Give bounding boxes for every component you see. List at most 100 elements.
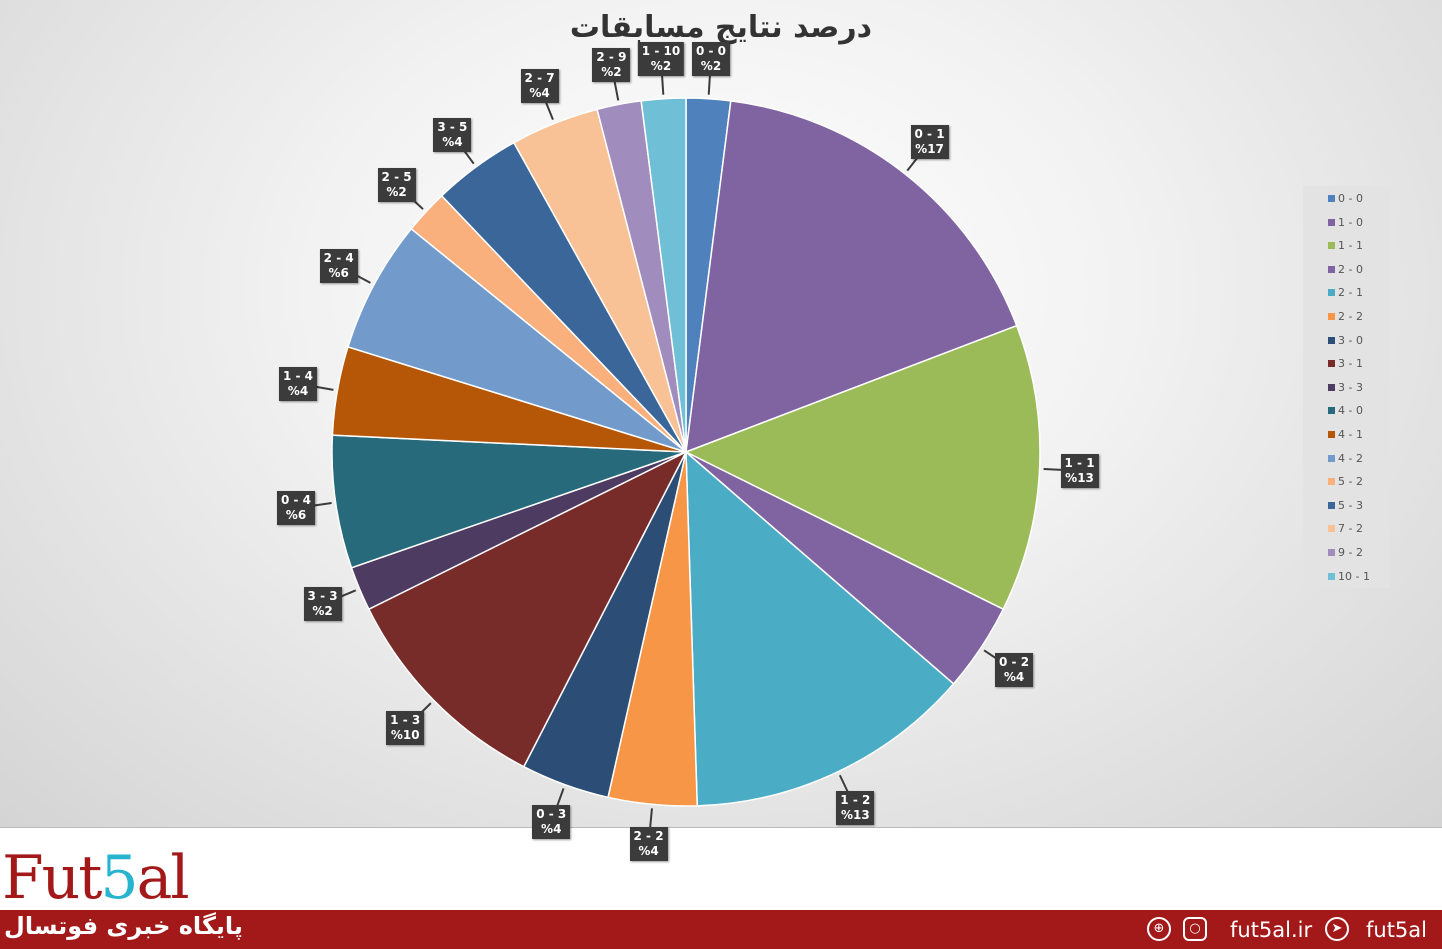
pie-slice-3-1: [367, 450, 688, 768]
legend-swatch: [1328, 431, 1335, 438]
chart-area: درصد نتایج مسابقات 0 - 0 %2 0 - 1 %17 1 - 1%…: [0, 0, 1442, 862]
legend-swatch: [1328, 265, 1335, 273]
leader-line: [649, 808, 653, 827]
legend-label: 10 - 1: [1338, 569, 1370, 583]
data-label-category: 3 - 3: [307, 589, 338, 604]
legend-label: 0 - 0: [1338, 192, 1363, 205]
data-label-category: 1 - 10: [641, 43, 681, 58]
legend-label: 3 - 3: [1338, 380, 1363, 394]
legend-item: 3 - 0: [1328, 334, 1363, 347]
legend-label: 2 - 0: [1338, 262, 1363, 276]
data-label: 2 - 5 %2: [377, 167, 416, 202]
data-label-value: %10: [390, 728, 420, 743]
data-label: 2 - 2 %4: [629, 827, 668, 862]
data-label-category: 1 - 4: [282, 368, 314, 383]
legend-swatch: [1328, 407, 1335, 415]
legend-label: 2 - 1: [1338, 286, 1363, 300]
data-label-category: 2 - 2: [633, 829, 664, 844]
data-label: 2 - 9 %2: [592, 48, 631, 83]
legend-label: 2 - 2: [1338, 310, 1363, 323]
footer-bar: پایگاه خبری فوتسال ⊕ ○ fut5al.ir ➤ fut5a…: [0, 910, 1442, 949]
legend-swatch: [1328, 572, 1335, 580]
globe-icon: ⊕: [1147, 917, 1171, 941]
pie-slice-10-1: [640, 97, 687, 453]
data-label: 3 - 3 %2: [303, 587, 342, 622]
data-label-value: %13: [1065, 470, 1094, 485]
legend-item: 1 - 1: [1328, 239, 1363, 252]
data-label-category: 0 - 1: [914, 127, 945, 142]
legend-item: 1 - 0: [1328, 216, 1363, 229]
data-label-category: 0 - 3: [536, 807, 567, 822]
data-label-value: %2: [700, 58, 722, 73]
data-label-value: %4: [638, 844, 659, 859]
data-label: 1 - 10 %2: [637, 41, 685, 76]
telegram-icon: ➤: [1325, 917, 1349, 941]
legend-item: 0 - 0: [1328, 192, 1363, 205]
legend-swatch: [1328, 454, 1335, 462]
instagram-icon: ○: [1183, 917, 1207, 941]
legend-label: 9 - 2: [1338, 546, 1363, 559]
data-label-value: %4: [541, 822, 562, 837]
legend-swatch: [1328, 478, 1335, 486]
legend-label: 5 - 3: [1338, 498, 1363, 512]
legend-swatch: [1328, 525, 1335, 533]
data-label-value: %2: [650, 58, 672, 73]
data-label-value: %4: [529, 86, 550, 101]
legend-swatch: [1328, 195, 1335, 202]
legend-item: 2 - 2: [1328, 310, 1363, 323]
data-label-value: %17: [915, 142, 944, 157]
legend-item: 5 - 3: [1328, 499, 1363, 512]
data-label: 3 - 5 %4: [433, 117, 472, 152]
data-label-value: %6: [328, 265, 349, 280]
legend-swatch: [1328, 313, 1335, 320]
data-label: 0 - 3 %4: [532, 805, 571, 840]
legend-label: 3 - 0: [1338, 333, 1363, 347]
pie-chart: [295, 58, 1080, 827]
legend-item: 3 - 3: [1328, 381, 1363, 394]
data-label: 0 - 0 %2: [691, 41, 731, 76]
legend-swatch: [1328, 383, 1335, 391]
legend: 0 - 0 1 - 0 1 - 1 2 - 0 2 - 1 2 - 2 3 - 0 3 - 1…: [1303, 186, 1390, 588]
legend-item: 2 - 1: [1328, 286, 1363, 299]
data-label-category: 1 - 3: [390, 713, 421, 728]
fut5al-logo: Fut5al: [2, 843, 190, 913]
legend-label: 4 - 2: [1338, 451, 1363, 465]
legend-item: 5 - 2: [1328, 475, 1363, 488]
data-label: 1 - 2 %13: [836, 790, 875, 825]
data-label: 0 - 1 %17: [910, 125, 949, 160]
legend-item: 4 - 2: [1328, 452, 1363, 465]
legend-item: 7 - 2: [1328, 522, 1363, 535]
data-label-category: 0 - 4: [280, 493, 312, 508]
pie-slice-2-1: [685, 450, 955, 807]
data-label: 0 - 2 %4: [995, 653, 1034, 688]
legend-swatch: [1328, 218, 1335, 226]
legend-swatch: [1328, 336, 1335, 344]
data-label-value: %2: [601, 65, 622, 80]
data-label-value: %4: [287, 383, 309, 398]
data-label-category: 0 - 0: [695, 43, 727, 58]
data-label: 1 - 4 %4: [278, 366, 318, 401]
legend-swatch: [1328, 549, 1335, 556]
pie-slice-4-0: [331, 434, 687, 569]
legend-swatch: [1328, 289, 1335, 297]
pie-slice-1-0: [685, 100, 1018, 454]
legend-label: 5 - 2: [1338, 475, 1363, 489]
data-label-value: %6: [285, 508, 307, 523]
footer-tagline: پایگاه خبری فوتسال: [4, 912, 243, 940]
legend-label: 1 - 1: [1338, 239, 1363, 253]
data-label-category: 0 - 2: [999, 655, 1030, 670]
website-link[interactable]: fut5al.ir: [1230, 918, 1313, 942]
data-label-category: 1 - 2: [840, 792, 871, 807]
data-label-category: 3 - 5: [437, 119, 468, 134]
legend-label: 4 - 0: [1338, 404, 1363, 418]
legend-item: 4 - 1: [1328, 428, 1363, 441]
legend-item: 4 - 0: [1328, 404, 1363, 417]
data-label-category: 2 - 9: [596, 50, 627, 65]
data-label-value: %2: [312, 604, 333, 619]
legend-swatch: [1328, 242, 1335, 250]
data-label-category: 2 - 4: [323, 250, 354, 265]
data-label: 0 - 4 %6: [276, 491, 316, 526]
legend-item: 2 - 0: [1328, 263, 1363, 276]
legend-label: 7 - 2: [1338, 522, 1363, 536]
telegram-handle[interactable]: fut5al: [1366, 918, 1428, 942]
